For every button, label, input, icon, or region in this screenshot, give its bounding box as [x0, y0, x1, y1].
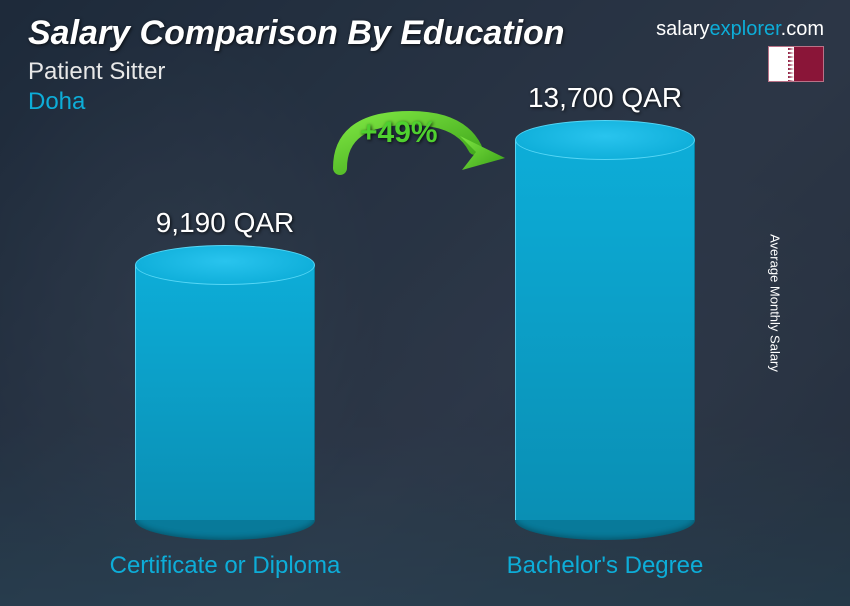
bar-1-top-ellipse — [515, 120, 695, 160]
brand-logo-text: salaryexplorer.com — [656, 18, 824, 41]
bar-1-front — [515, 140, 695, 520]
bar-category-label-1: Bachelor's Degree — [455, 552, 755, 580]
chart-subtitle-role: Patient Sitter — [28, 58, 165, 86]
percent-increase-badge: +49% — [360, 116, 438, 150]
brand-prefix: salary — [656, 18, 709, 40]
chart-title: Salary Comparison By Education — [28, 14, 565, 53]
brand-mid: explorer — [710, 18, 781, 40]
flag-serration — [782, 47, 794, 81]
bar-category-label-0: Certificate or Diploma — [75, 552, 375, 580]
bar-value-label-1: 13,700 QAR — [480, 82, 730, 114]
content-layer: Salary Comparison By Education Patient S… — [0, 0, 850, 606]
brand-suffix: .com — [781, 18, 824, 40]
bar-1 — [515, 120, 695, 540]
qatar-flag-icon — [768, 46, 824, 82]
bar-value-label-0: 9,190 QAR — [100, 207, 350, 239]
bar-0-front — [135, 265, 315, 520]
bar-0-top-ellipse — [135, 245, 315, 285]
bar-chart: +49% 9,190 QAR Certificate or Diploma 13… — [60, 130, 790, 576]
bar-0 — [135, 245, 315, 540]
chart-subtitle-location: Doha — [28, 88, 85, 116]
